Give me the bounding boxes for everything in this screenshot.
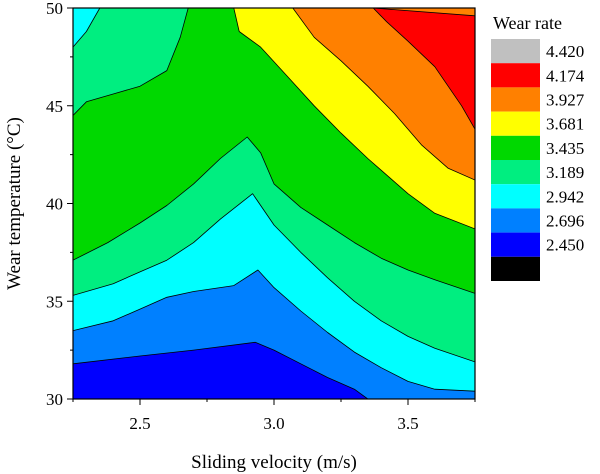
legend-swatch bbox=[491, 208, 540, 233]
legend-swatch bbox=[491, 232, 540, 257]
y-tick-label: 45 bbox=[46, 97, 63, 116]
contour-band-6 bbox=[73, 8, 101, 48]
legend-label: 3.927 bbox=[546, 91, 585, 110]
y-tick-label: 50 bbox=[46, 0, 63, 18]
legend-swatch bbox=[491, 184, 540, 209]
legend-label: 2.450 bbox=[546, 236, 584, 255]
contour-band-9 bbox=[372, 8, 475, 130]
x-axis-title: Sliding velocity (m/s) bbox=[191, 452, 357, 473]
y-tick-label: 35 bbox=[46, 292, 63, 311]
legend-title: Wear rate bbox=[493, 13, 562, 33]
y-axis: 30 35 40 45 50 bbox=[46, 0, 73, 409]
legend-label: 2.942 bbox=[546, 187, 584, 206]
legend-swatch bbox=[491, 87, 540, 112]
y-tick-label: 30 bbox=[46, 390, 63, 409]
legend-swatch bbox=[491, 63, 540, 88]
x-axis: 2.5 3.0 3.5 bbox=[72, 399, 476, 433]
legend-label: 4.420 bbox=[546, 42, 584, 61]
plot-area bbox=[72, 7, 476, 400]
legend-swatch bbox=[491, 160, 540, 185]
contour-band-5 bbox=[73, 8, 189, 116]
legend: Wear rate 4.420 4.174 3.927 3.681 3.435 3.189… bbox=[491, 13, 585, 281]
legend-swatch bbox=[491, 39, 540, 64]
legend-swatch bbox=[491, 111, 540, 136]
legend-swatch bbox=[491, 256, 540, 281]
y-tick-label: 40 bbox=[46, 195, 63, 214]
legend-label: 4.174 bbox=[546, 66, 585, 85]
contour-layer bbox=[73, 8, 475, 399]
y-axis-title: Wear temperature (°C) bbox=[4, 117, 25, 290]
legend-swatch bbox=[491, 135, 540, 160]
legend-items: 4.420 4.174 3.927 3.681 3.435 3.189 2.942 2.696… bbox=[491, 39, 585, 281]
x-tick-label: 3.5 bbox=[397, 414, 418, 433]
x-tick-label: 3.0 bbox=[263, 414, 284, 433]
x-tick-label: 2.5 bbox=[129, 414, 150, 433]
legend-label: 3.681 bbox=[546, 115, 584, 134]
legend-label: 2.696 bbox=[546, 212, 584, 231]
contour-band-4 bbox=[73, 341, 369, 399]
legend-label: 3.435 bbox=[546, 139, 584, 158]
legend-label: 3.189 bbox=[546, 163, 584, 182]
